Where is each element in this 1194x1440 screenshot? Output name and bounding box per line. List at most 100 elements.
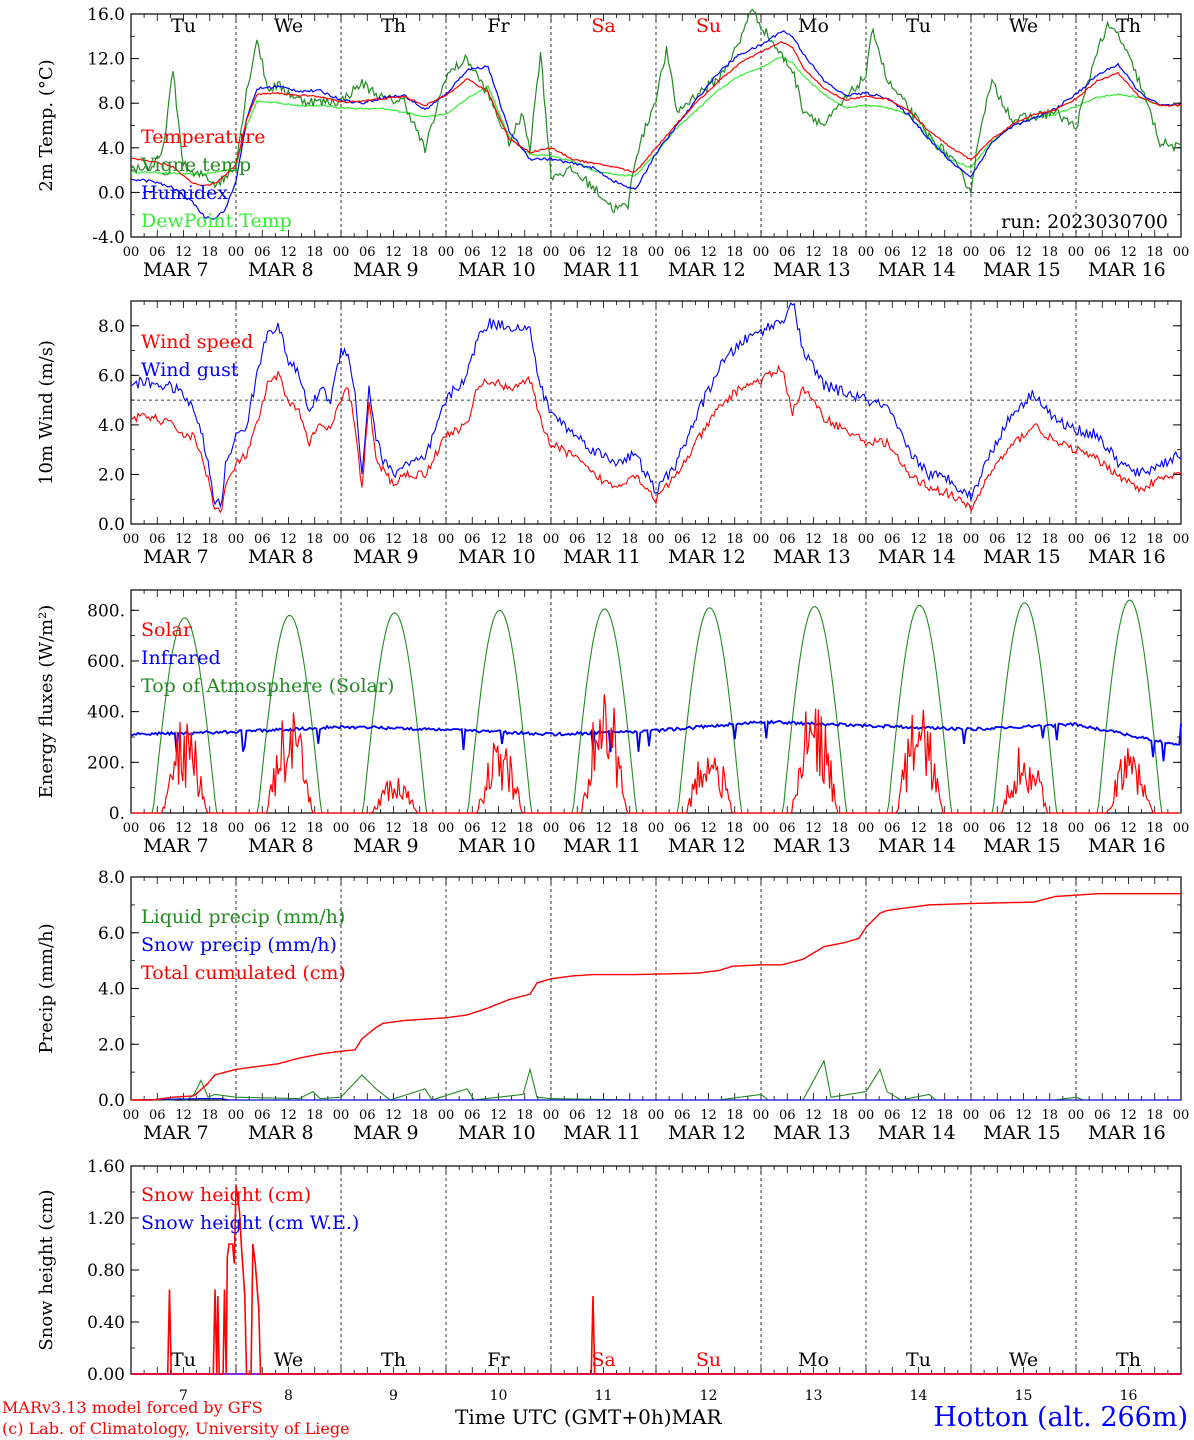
hour-label: 06 [359, 821, 376, 836]
day-name: Fr [487, 15, 510, 37]
hour-label: 12 [1015, 245, 1032, 260]
hour-label: 18 [1146, 1108, 1163, 1123]
hour-label: 00 [648, 1108, 665, 1123]
date-label: MAR 7 [143, 546, 209, 568]
hour-label: 00 [123, 245, 140, 260]
y-tick-label: 2.0 [98, 465, 125, 485]
hour-label: 06 [254, 1108, 271, 1123]
hour-label: 00 [1173, 532, 1190, 547]
hour-label: 12 [385, 1108, 402, 1123]
y-axis-label: 10m Wind (m/s) [36, 340, 57, 485]
series-line-gust [130, 301, 1182, 509]
hour-label: 18 [726, 532, 743, 547]
day-name: Su [696, 15, 721, 37]
legend-entry: Solar [141, 619, 193, 641]
y-tick-label: 0.0 [98, 1091, 125, 1111]
date-label: MAR 16 [1088, 259, 1166, 281]
day-number: 8 [284, 1388, 293, 1404]
date-label: MAR 12 [668, 546, 746, 568]
hour-label: 06 [569, 821, 586, 836]
hour-label: 00 [123, 1108, 140, 1123]
day-name: Th [381, 1349, 406, 1371]
hour-label: 06 [884, 532, 901, 547]
legend-entry: Liquid precip (mm/h) [141, 906, 345, 928]
run-label: run: 2023030700 [1001, 211, 1168, 233]
hour-label: 06 [569, 245, 586, 260]
hour-label: 12 [385, 821, 402, 836]
date-label: MAR 10 [458, 835, 536, 857]
hour-label: 00 [858, 821, 875, 836]
day-name: We [274, 15, 303, 37]
legend-entry: Snow height (cm) [141, 1184, 311, 1206]
hour-label: 12 [385, 532, 402, 547]
series-line-solar [131, 694, 1180, 814]
day-name: Tu [171, 15, 196, 37]
date-label: MAR 11 [563, 1122, 641, 1144]
date-label: MAR 8 [248, 835, 314, 857]
y-tick-label: 0. [109, 804, 125, 824]
hour-label: 06 [569, 1108, 586, 1123]
hour-label: 00 [438, 1108, 455, 1123]
y-tick-label: 4.0 [98, 139, 125, 159]
hour-label: 12 [805, 532, 822, 547]
hour-label: 12 [490, 821, 507, 836]
y-tick-label: 6.0 [98, 924, 125, 944]
date-label: MAR 15 [983, 546, 1061, 568]
date-label: MAR 10 [458, 1122, 536, 1144]
hour-label: 06 [149, 245, 166, 260]
hour-label: 18 [1041, 821, 1058, 836]
hour-label: 06 [149, 532, 166, 547]
hour-label: 18 [726, 1108, 743, 1123]
hour-label: 06 [989, 1108, 1006, 1123]
hour-label: 12 [280, 532, 297, 547]
y-tick-label: 1.20 [87, 1209, 125, 1229]
hour-label: 06 [989, 821, 1006, 836]
series-line-darkgreen [130, 8, 1182, 214]
hour-label: 12 [175, 821, 192, 836]
date-label: MAR 16 [1088, 1122, 1166, 1144]
date-label: MAR 12 [668, 835, 746, 857]
hour-label: 06 [149, 821, 166, 836]
hour-label: 06 [884, 821, 901, 836]
day-name: Su [696, 1349, 721, 1371]
date-label: MAR 8 [248, 1122, 314, 1144]
hour-label: 18 [201, 245, 218, 260]
hour-label: 06 [779, 821, 796, 836]
hour-label: 00 [753, 1108, 770, 1123]
hour-label: 12 [1015, 532, 1032, 547]
hour-label: 18 [621, 532, 638, 547]
hour-label: 00 [648, 532, 665, 547]
date-label: MAR 11 [563, 835, 641, 857]
date-label: MAR 11 [563, 259, 641, 281]
hour-label: 18 [306, 1108, 323, 1123]
hour-label: 18 [831, 532, 848, 547]
hour-label: 06 [254, 821, 271, 836]
date-label: MAR 15 [983, 259, 1061, 281]
day-name: Th [381, 15, 406, 37]
legend-entry: Total cumulated (cm) [141, 962, 346, 984]
hour-label: 06 [254, 245, 271, 260]
hour-label: 06 [884, 1108, 901, 1123]
series-line-snow-precip [131, 1098, 1181, 1101]
hour-label: 18 [621, 821, 638, 836]
y-tick-label: 8.0 [98, 94, 125, 114]
hour-label: 00 [438, 245, 455, 260]
y-tick-label: 0.80 [87, 1261, 125, 1281]
legend-entry: Snow height (cm W.E.) [141, 1212, 359, 1234]
hour-label: 06 [779, 532, 796, 547]
hour-label: 00 [1068, 1108, 1085, 1123]
series-line-red [130, 41, 1181, 187]
series-line-cumulated [131, 893, 1181, 1101]
y-axis-label: Energy fluxes (W/m²) [36, 605, 57, 799]
hour-label: 18 [831, 245, 848, 260]
hour-label: 00 [228, 532, 245, 547]
hour-label: 00 [753, 245, 770, 260]
hour-label: 06 [674, 532, 691, 547]
day-name: Th [1116, 15, 1141, 37]
day-name: Th [1116, 1349, 1141, 1371]
hour-label: 12 [805, 245, 822, 260]
y-tick-label: 0.0 [98, 183, 125, 203]
hour-label: 12 [280, 1108, 297, 1123]
